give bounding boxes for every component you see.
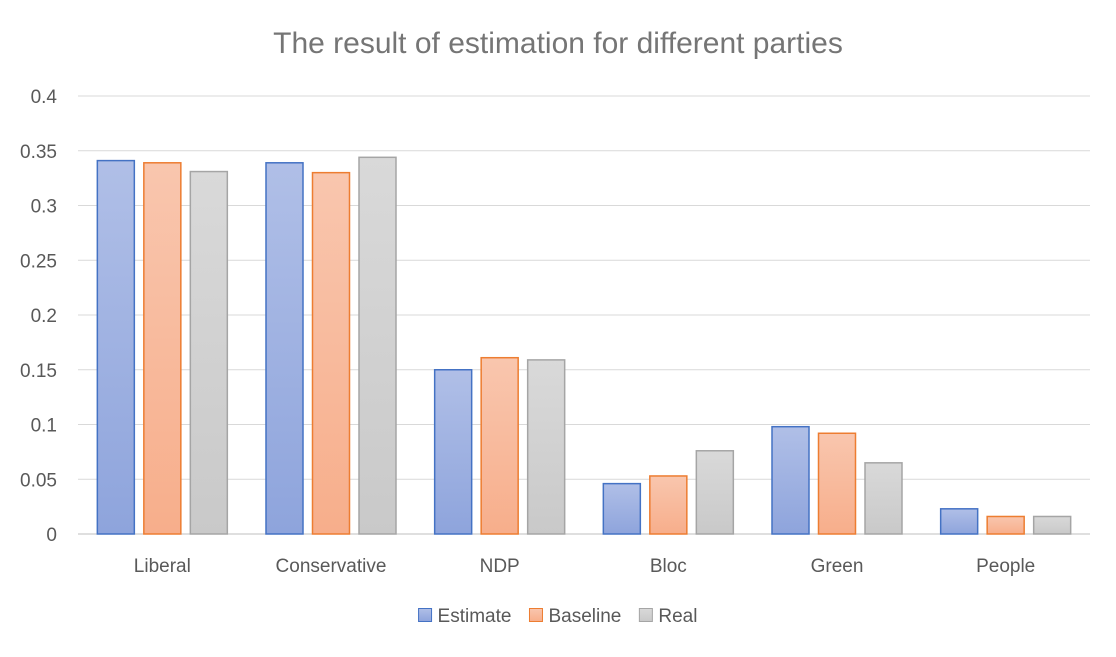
bar-baseline-people xyxy=(986,515,1025,535)
x-tick-label: People xyxy=(976,556,1035,577)
y-tick-label: 0.1 xyxy=(31,416,57,437)
legend-label: Real xyxy=(658,606,697,627)
bar-baseline-liberal xyxy=(143,162,182,535)
x-tick-label: Liberal xyxy=(134,556,191,577)
y-tick-label: 0.15 xyxy=(20,361,57,382)
y-tick-label: 0 xyxy=(46,525,57,546)
bar-real-conservative xyxy=(358,156,397,535)
legend-swatch xyxy=(528,608,543,622)
y-tick-label: 0.2 xyxy=(31,306,57,327)
bar-estimate-ndp xyxy=(433,369,473,535)
bar-estimate-people xyxy=(939,508,979,535)
legend-label: Estimate xyxy=(438,606,512,627)
chart-title: The result of estimation for different p… xyxy=(273,27,843,60)
x-tick-label: Green xyxy=(811,556,864,577)
y-tick-label: 0.25 xyxy=(20,251,57,272)
legend-item-estimate: Estimate xyxy=(418,606,512,627)
bar-estimate-bloc xyxy=(602,482,642,535)
x-tick-label: Conservative xyxy=(276,556,387,577)
bar-real-bloc xyxy=(695,450,735,535)
bar-baseline-green xyxy=(817,432,857,535)
y-tick-label: 0.35 xyxy=(20,142,57,163)
legend: Estimate Baseline Real xyxy=(418,606,697,627)
bar-real-ndp xyxy=(526,359,566,535)
legend-item-real: Real xyxy=(638,606,697,627)
x-tick-label: Bloc xyxy=(650,556,687,577)
y-tick-label: 0.3 xyxy=(31,197,57,218)
legend-item-baseline: Baseline xyxy=(528,606,621,627)
bar-baseline-bloc xyxy=(649,475,688,535)
bars xyxy=(96,156,1072,535)
y-tick-label: 0.4 xyxy=(31,87,58,108)
x-axis-tick-labels: Liberal Conservative NDP Bloc Green People xyxy=(134,556,1035,577)
legend-swatch xyxy=(638,608,653,622)
legend-label: Baseline xyxy=(548,606,621,627)
x-tick-label: NDP xyxy=(480,556,520,577)
y-axis-tick-labels: 0 0.05 0.1 0.15 0.2 0.25 0.3 0.35 0.4 xyxy=(20,87,57,546)
gridlines xyxy=(78,95,1090,535)
bar-real-people xyxy=(1032,515,1072,535)
bar-estimate-liberal xyxy=(96,159,136,535)
bar-real-green xyxy=(864,462,903,535)
legend-swatch xyxy=(418,608,433,622)
bar-baseline-ndp xyxy=(480,356,519,535)
bar-estimate-conservative xyxy=(265,162,304,535)
bar-estimate-green xyxy=(771,425,810,535)
bar-baseline-conservative xyxy=(311,171,351,535)
bar-real-liberal xyxy=(189,170,229,535)
y-tick-label: 0.05 xyxy=(20,470,57,491)
